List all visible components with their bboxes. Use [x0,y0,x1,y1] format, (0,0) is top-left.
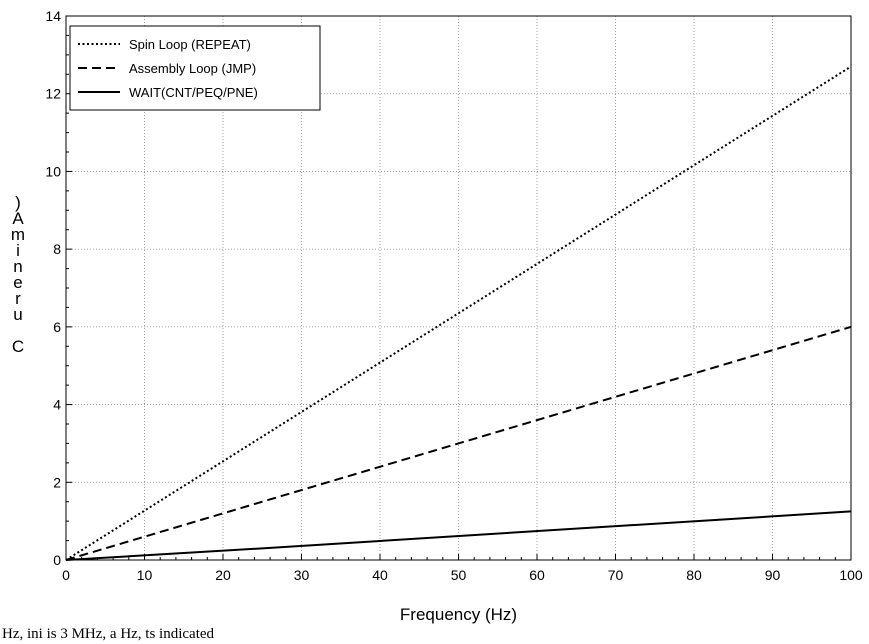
legend: Spin Loop (REPEAT) Assembly Loop (JMP) WAI… [69,25,321,111]
x-tick-label: 40 [372,567,388,583]
y-axis-title-char: r [15,289,21,308]
x-tick-label: 50 [451,567,467,583]
y-tick-label: 0 [53,552,61,568]
x-tick-label: 20 [215,567,231,583]
series-line [65,325,852,561]
x-tick-label: 90 [765,567,781,583]
series-line [65,65,852,561]
y-tick-label: 14 [45,8,61,24]
axis-ticks: 0 10 20 30 40 50 60 70 80 90 100 0 2 4 6 8 10 12 14 [45,8,862,583]
legend-entry-label: Spin Loop (REPEAT) [129,37,251,52]
y-axis-title-char: i [16,241,20,260]
y-axis-title-char: n [13,257,22,276]
y-tick-label: 8 [53,241,61,257]
x-tick-label: 70 [608,567,624,583]
y-tick-label: 2 [53,474,61,490]
x-tick-label: 30 [294,567,310,583]
y-axis-title-char: ) [15,193,21,212]
x-tick-label: 10 [137,567,153,583]
y-tick-label: 6 [53,319,61,335]
legend-entry-label: Assembly Loop (JMP) [129,61,256,76]
x-tick-label: 0 [62,567,70,583]
y-tick-label: 10 [45,163,61,179]
legend-entry-label: WAIT(CNT/PEQ/PNE) [129,85,258,100]
x-tick-label: 60 [529,567,545,583]
y-axis-title-char: e [13,273,22,292]
grid [66,16,851,560]
line-chart: 0 10 20 30 40 50 60 70 80 90 100 0 2 4 6 8 10 12 14 Spin L… [11,8,863,624]
x-tick-label: 80 [686,567,702,583]
series-lines [65,65,852,561]
x-axis-title: Frequency (Hz) [400,605,517,624]
y-axis-title-char: m [11,225,25,244]
y-axis-title-char: C [12,337,24,356]
y-axis-title-char: A [12,209,24,228]
series-line [65,510,852,561]
y-tick-label: 12 [45,86,61,102]
caption-text: Hz, ini is 3 MHz, a Hz, ts indicated [2,626,215,642]
y-tick-label: 4 [53,397,61,413]
y-axis-title-char: u [13,305,22,324]
x-tick-label: 100 [839,567,863,583]
